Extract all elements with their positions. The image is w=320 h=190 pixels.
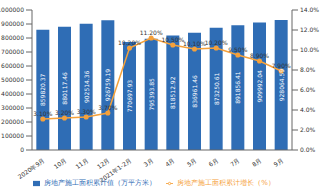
svg-text:3.10%: 3.10% <box>33 110 52 117</box>
svg-text:900000: 900000 <box>8 20 24 27</box>
svg-text:1000000: 1000000 <box>8 6 24 13</box>
svg-text:3月: 3月 <box>142 157 154 168</box>
svg-text:12月: 12月 <box>96 157 111 171</box>
svg-text:10月: 10月 <box>52 157 67 171</box>
svg-text:9月: 9月 <box>272 157 284 168</box>
svg-text:836961.46: 836961.46 <box>191 75 198 108</box>
svg-text:100000: 100000 <box>8 132 24 139</box>
svg-text:926759.19: 926759.19 <box>104 69 111 102</box>
svg-text:902514.36: 902514.36 <box>83 70 90 103</box>
svg-text:700000: 700000 <box>8 48 24 55</box>
svg-text:14.0%: 14.0% <box>300 6 312 13</box>
svg-text:400000: 400000 <box>8 90 24 97</box>
svg-text:300000: 300000 <box>8 104 24 111</box>
html-text:房地产施工面积累计值（万平方米）: 房地产施工面积累计值（万平方米） <box>44 179 157 187</box>
html-text:房地产施工面积累计增长（%）: 房地产施工面积累计增长（%） <box>177 179 275 187</box>
svg-text:600000: 600000 <box>8 62 24 69</box>
svg-text:9.50%: 9.50% <box>228 46 247 53</box>
svg-text:7月: 7月 <box>229 157 241 168</box>
svg-text:818512.92: 818512.92 <box>169 76 176 109</box>
svg-text:800000: 800000 <box>8 34 24 41</box>
svg-text:6.0%: 6.0% <box>300 86 312 93</box>
svg-text:880117.46: 880117.46 <box>61 72 68 105</box>
svg-text:8月: 8月 <box>250 157 262 168</box>
svg-text:859820.37: 859820.37 <box>39 73 46 106</box>
svg-text:11.20%: 11.20% <box>140 29 163 36</box>
svg-text:10.20%: 10.20% <box>118 39 141 46</box>
svg-text:12.0%: 12.0% <box>300 26 312 33</box>
svg-text:8.0%: 8.0% <box>300 66 312 73</box>
svg-text:3.70%: 3.70% <box>98 104 117 111</box>
svg-text:2020年9月: 2020年9月 <box>16 157 45 181</box>
svg-text:5月: 5月 <box>185 157 197 168</box>
svg-text:10.10%: 10.10% <box>183 40 206 47</box>
svg-text:7.90%: 7.90% <box>272 62 291 69</box>
svg-text:10.20%: 10.20% <box>205 39 228 46</box>
svg-text:10.50%: 10.50% <box>161 36 184 43</box>
svg-text:909992.04: 909992.04 <box>256 70 263 103</box>
svg-text:10.0%: 10.0% <box>300 46 312 53</box>
svg-text:0: 0 <box>20 146 24 153</box>
svg-text:2.0%: 2.0% <box>300 126 312 133</box>
svg-text:200000: 200000 <box>8 118 24 125</box>
svg-text:3.30%: 3.30% <box>77 108 96 115</box>
svg-text:11月: 11月 <box>74 157 89 171</box>
svg-text:6月: 6月 <box>207 157 219 168</box>
svg-text:0.0%: 0.0% <box>300 146 312 153</box>
svg-text:928064.59: 928064.59 <box>278 69 285 102</box>
svg-text:3.20%: 3.20% <box>55 109 74 116</box>
svg-text:8.90%: 8.90% <box>250 52 269 59</box>
svg-text:891856.41: 891856.41 <box>234 71 241 104</box>
svg-text:4月: 4月 <box>164 157 176 168</box>
svg-text:873250.61: 873250.61 <box>213 72 220 105</box>
svg-text:770697.93: 770697.93 <box>126 80 133 113</box>
svg-text:2021年1-2月: 2021年1-2月 <box>98 157 132 184</box>
svg-text:795393.85: 795393.85 <box>148 78 155 111</box>
svg-text:4.0%: 4.0% <box>300 106 312 113</box>
svg-text:500000: 500000 <box>8 76 24 83</box>
